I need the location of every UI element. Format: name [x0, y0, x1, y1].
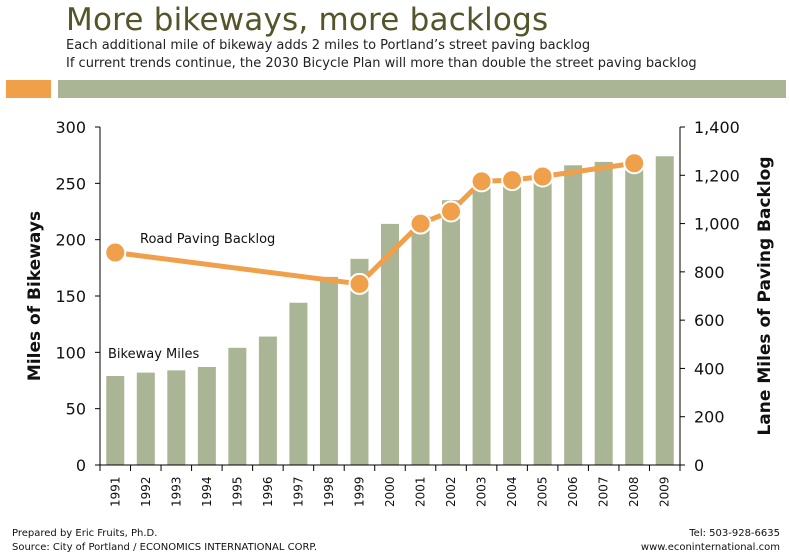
x-tick-label: 1996: [261, 476, 275, 507]
bar-1997: [289, 302, 308, 465]
bar-1995: [228, 347, 247, 465]
y-tick-label-right: 1,400: [694, 118, 740, 137]
y-tick-label-right: 200: [694, 408, 725, 427]
y-axis-title-left: Miles of Bikeways: [25, 211, 45, 381]
x-tick-label: 2000: [383, 476, 397, 507]
y-tick-label-left: 200: [55, 231, 86, 250]
bar-2007: [594, 161, 613, 465]
backlog-point-2003: [470, 170, 493, 193]
bar-1991: [106, 375, 125, 465]
y-axis-title-right: Lane Miles of Paving Backlog: [755, 156, 775, 435]
bar-2008: [625, 158, 644, 465]
bar-2002: [442, 200, 461, 465]
x-tick-label: 1998: [322, 476, 336, 507]
chart-subtitle-2: If current trends continue, the 2030 Bic…: [66, 56, 697, 71]
backlog-point-2001: [409, 212, 432, 235]
x-tick-label: 2007: [597, 476, 611, 507]
footer-source: Source: City of Portland / ECONOMICS INT…: [12, 542, 318, 553]
bar-2005: [533, 174, 552, 465]
accent-bar-green: [58, 80, 786, 98]
series-label-bikeway: Bikeway Miles: [108, 347, 199, 362]
bar-1994: [197, 366, 216, 465]
footer-web: www.econinternational.com: [640, 542, 780, 553]
axes-layer: [95, 126, 685, 471]
bar-2009: [655, 156, 674, 465]
backlog-point-2002: [440, 200, 463, 223]
x-tick-label: 1991: [108, 476, 122, 507]
y-tick-label-right: 0: [694, 456, 704, 475]
bar-2003: [472, 187, 491, 465]
x-tick-label: 1993: [169, 476, 183, 507]
backlog-point-1999: [348, 272, 371, 295]
line-layer: [104, 152, 646, 295]
bars-layer: [106, 156, 674, 465]
x-tick-label: 2001: [414, 476, 428, 507]
chart-subtitle-1: Each additional mile of bikeway adds 2 m…: [66, 38, 591, 53]
series-label-backlog: Road Paving Backlog: [140, 232, 275, 247]
y-tick-label-left: 250: [55, 174, 86, 193]
bar-2001: [411, 216, 430, 465]
y-tick-label-right: 1,200: [694, 166, 740, 185]
footer-prepared: Prepared by Eric Fruits, Ph.D.: [12, 528, 158, 539]
y-tick-label-right: 600: [694, 311, 725, 330]
bar-2000: [381, 223, 399, 465]
bar-1992: [136, 372, 155, 465]
bar-1996: [258, 336, 277, 465]
chart-title: More bikeways, more backlogs: [66, 2, 549, 38]
footer-tel: Tel: 503-928-6635: [689, 528, 780, 539]
labels-layer: 0 50 100 150 200 250 300 0 200 400 600 800 1,000 1,20…: [25, 118, 775, 507]
x-tick-label: 1997: [291, 476, 305, 507]
y-tick-label-left: 100: [55, 343, 86, 362]
y-tick-label-right: 400: [694, 359, 725, 378]
x-tick-label: 1995: [230, 476, 244, 507]
x-tick-label: 2003: [475, 476, 489, 507]
backlog-line: [114, 160, 635, 287]
y-tick-label-left: 300: [55, 118, 86, 137]
backlog-point-1991: [104, 241, 127, 264]
y-tick-label-right: 1,000: [694, 215, 740, 234]
x-tick-label: 2009: [658, 476, 672, 507]
x-tick-label: 2006: [566, 476, 580, 507]
x-tick-label: 2005: [536, 476, 550, 507]
x-tick-label: 2002: [444, 476, 458, 507]
x-tick-label: 1994: [200, 476, 214, 507]
bar-2004: [503, 181, 522, 465]
bar-1999: [350, 258, 369, 465]
backlog-point-2008: [623, 152, 646, 175]
backlog-point-2004: [501, 169, 524, 192]
x-tick-label: 1992: [139, 476, 153, 507]
y-tick-label-left: 0: [76, 456, 86, 475]
backlog-point-2005: [531, 165, 554, 188]
accent-bar-orange: [6, 80, 51, 98]
y-tick-label-left: 150: [55, 287, 86, 306]
x-tick-label: 2004: [505, 476, 519, 507]
bar-1998: [319, 276, 338, 465]
x-tick-label: 2008: [627, 476, 641, 507]
y-tick-label-right: 800: [694, 263, 725, 282]
bar-1993: [167, 370, 186, 465]
bar-2006: [564, 165, 583, 465]
y-tick-label-left: 50: [66, 400, 86, 419]
x-tick-label: 1999: [352, 476, 366, 507]
